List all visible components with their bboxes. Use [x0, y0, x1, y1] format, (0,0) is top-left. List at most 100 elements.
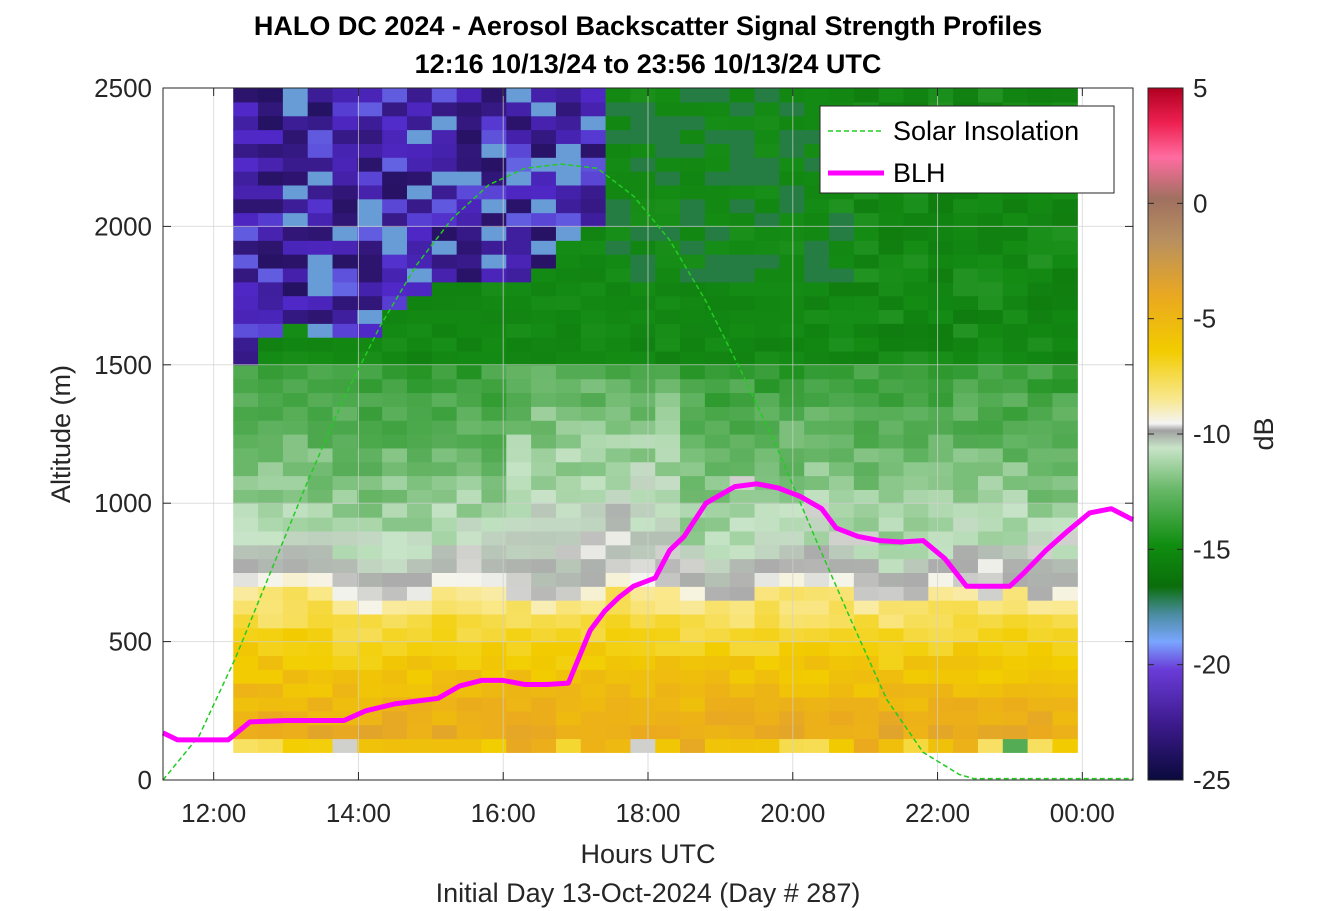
- heatmap-cell: [506, 198, 532, 214]
- heatmap-cell: [382, 240, 408, 255]
- heatmap-cell: [903, 88, 929, 103]
- heatmap-cell: [829, 489, 855, 504]
- heatmap-cell: [754, 212, 780, 227]
- heatmap-cell: [655, 323, 681, 338]
- heatmap-cell: [580, 544, 607, 560]
- heatmap-cell: [853, 392, 880, 407]
- heatmap-cell: [580, 655, 607, 670]
- heatmap-cell: [580, 101, 607, 117]
- heatmap-cell: [431, 420, 458, 435]
- heatmap-cell: [903, 420, 929, 435]
- heatmap-cell: [630, 226, 656, 241]
- heatmap-cell: [1052, 364, 1078, 380]
- heatmap-cell: [332, 281, 358, 297]
- heatmap-cell: [928, 392, 954, 407]
- heatmap-cell: [456, 267, 483, 283]
- heatmap-cell: [431, 503, 458, 518]
- heatmap-cell: [382, 350, 408, 366]
- heatmap-cell: [406, 157, 433, 172]
- heatmap-cell: [555, 489, 582, 504]
- heatmap-cell: [282, 171, 309, 186]
- heatmap-cell: [804, 544, 830, 560]
- heatmap-cell: [704, 586, 731, 601]
- heatmap-cell: [382, 254, 408, 269]
- heatmap-cell: [754, 696, 780, 712]
- heatmap-cell: [382, 267, 408, 283]
- heatmap-cell: [406, 655, 433, 670]
- heatmap-cell: [977, 683, 1004, 698]
- heatmap-cell: [704, 323, 731, 338]
- heatmap-cell: [481, 420, 507, 435]
- heatmap-cell: [357, 434, 383, 449]
- heatmap-cell: [282, 143, 309, 158]
- heatmap-cell: [779, 420, 805, 435]
- heatmap-cell: [382, 378, 408, 394]
- heatmap-cell: [1002, 88, 1029, 103]
- heatmap-cell: [1027, 724, 1054, 740]
- heatmap-cell: [357, 530, 383, 546]
- x-tick-label: 12:00: [181, 798, 246, 828]
- heatmap-cell: [382, 503, 408, 518]
- heatmap-cell: [258, 683, 284, 698]
- heatmap-cell: [680, 434, 706, 449]
- heatmap-cell: [332, 115, 358, 131]
- heatmap-cell: [605, 406, 632, 421]
- heatmap-cell: [506, 254, 532, 269]
- heatmap-cell: [953, 600, 979, 615]
- heatmap-cell: [779, 309, 805, 324]
- heatmap-cell: [829, 724, 855, 740]
- heatmap-cell: [878, 212, 905, 227]
- heatmap-cell: [456, 129, 483, 144]
- heatmap-cell: [729, 88, 756, 103]
- heatmap-cell: [580, 184, 607, 200]
- heatmap-cell: [729, 212, 756, 227]
- heatmap-cell: [431, 641, 458, 657]
- heatmap-cell: [853, 198, 880, 214]
- heatmap-cell: [680, 475, 706, 490]
- heatmap-cell: [456, 323, 483, 338]
- heatmap-cell: [1027, 600, 1054, 615]
- heatmap-cell: [779, 669, 805, 684]
- heatmap-cell: [779, 613, 805, 629]
- heatmap-cell: [953, 461, 979, 477]
- heatmap-cell: [655, 212, 681, 227]
- heatmap-cell: [928, 406, 954, 421]
- heatmap-cell: [531, 254, 557, 269]
- heatmap-cell: [1002, 503, 1029, 518]
- heatmap-cell: [853, 406, 880, 421]
- heatmap-cell: [406, 572, 433, 587]
- heatmap-cell: [1027, 323, 1054, 338]
- heatmap-cell: [307, 184, 334, 200]
- heatmap-cell: [456, 184, 483, 200]
- heatmap-cell: [282, 281, 309, 297]
- heatmap-cell: [953, 267, 979, 283]
- heatmap-cell: [1052, 309, 1078, 324]
- heatmap-cell: [258, 572, 284, 587]
- heatmap-cell: [953, 378, 979, 394]
- heatmap-cell: [853, 655, 880, 670]
- heatmap-cell: [977, 420, 1004, 435]
- heatmap-cell: [1027, 88, 1054, 103]
- heatmap-cell: [233, 641, 259, 657]
- heatmap-cell: [233, 544, 259, 560]
- heatmap-cell: [357, 281, 383, 297]
- heatmap-cell: [307, 600, 334, 615]
- heatmap-cell: [779, 101, 805, 117]
- heatmap-cell: [282, 88, 309, 103]
- heatmap-cell: [555, 198, 582, 214]
- heatmap-cell: [953, 655, 979, 670]
- heatmap-cell: [754, 600, 780, 615]
- heatmap-cell: [555, 641, 582, 657]
- heatmap-cell: [1052, 544, 1078, 560]
- x-axis-sublabel: Initial Day 13-Oct-2024 (Day # 287): [436, 878, 861, 908]
- heatmap-cell: [928, 323, 954, 338]
- heatmap-cell: [605, 738, 632, 753]
- heatmap-cell: [332, 198, 358, 214]
- heatmap-cell: [357, 101, 383, 117]
- heatmap-cell: [953, 641, 979, 657]
- x-axis-ticks: 12:00 14:00 16:00 18:00 20:00 22:00 00:00: [181, 88, 1115, 828]
- heatmap-cell: [282, 738, 309, 753]
- heatmap-cell: [704, 254, 731, 269]
- heatmap-cell: [680, 655, 706, 670]
